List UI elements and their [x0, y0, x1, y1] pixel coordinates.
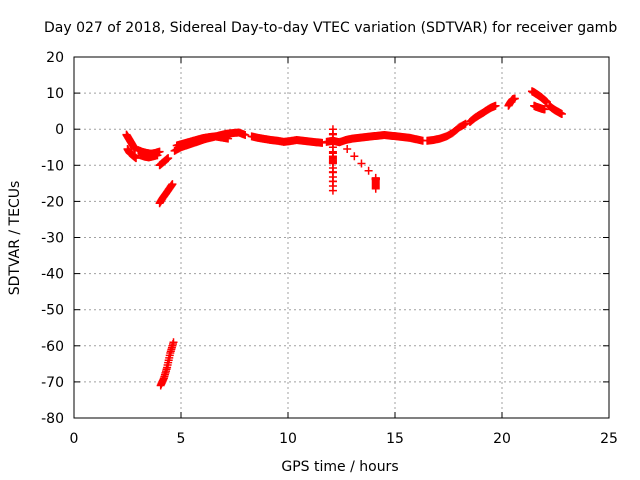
y-axis-label: SDTVAR / TECUs: [7, 181, 23, 296]
data-point: [132, 154, 141, 163]
data-point: [510, 94, 519, 103]
data-point: [364, 166, 373, 175]
data-point: [357, 159, 366, 168]
chart-title: Day 027 of 2018, Sidereal Day-to-day VTE…: [44, 20, 617, 36]
y-tick-label: -70: [41, 375, 64, 391]
data-point: [343, 145, 352, 154]
data-point: [328, 167, 337, 176]
y-tick-label: -60: [41, 339, 64, 355]
y-tick-label: 0: [55, 122, 64, 138]
y-tick-label: 20: [46, 50, 64, 66]
data-point: [328, 130, 337, 139]
y-tick-label: -40: [41, 267, 64, 283]
data-point: [328, 186, 337, 195]
data-point: [371, 184, 380, 193]
plot-frame: [73, 56, 610, 419]
data-point: [461, 119, 470, 128]
y-tick-label: -30: [41, 231, 64, 247]
data-point: [491, 101, 500, 110]
data-point: [169, 338, 178, 347]
y-tick-label: -50: [41, 303, 64, 319]
data-point: [328, 177, 337, 186]
data-point: [318, 138, 327, 147]
x-tick-label: 20: [493, 431, 511, 447]
data-points: [122, 87, 566, 390]
data-point: [350, 152, 359, 161]
x-tick-label: 0: [70, 431, 79, 447]
y-tick-label: -10: [41, 158, 64, 174]
data-point: [557, 110, 566, 119]
x-tick-label: 5: [177, 431, 186, 447]
y-tick-label: -20: [41, 194, 64, 210]
y-tick-label: 10: [46, 86, 64, 102]
data-point: [328, 149, 337, 158]
x-tick-label: 25: [600, 431, 618, 447]
data-point: [168, 180, 177, 189]
data-point: [328, 158, 337, 167]
data-point: [164, 154, 173, 163]
data-point: [336, 137, 345, 146]
data-point: [328, 139, 337, 148]
x-axis-label: GPS time / hours: [281, 459, 398, 475]
x-tick-label: 10: [279, 431, 297, 447]
data-point: [153, 151, 162, 160]
data-point: [540, 105, 549, 114]
tick-labels: 0 5 10 15 20 25 20 10 0 -10 -20 -30 -40 -50 -60 -70 -80: [41, 50, 618, 447]
data-point: [224, 134, 233, 143]
grid-lines: [74, 57, 609, 418]
y-tick-label: -80: [41, 411, 64, 427]
x-tick-label: 15: [386, 431, 404, 447]
data-point: [241, 130, 250, 139]
